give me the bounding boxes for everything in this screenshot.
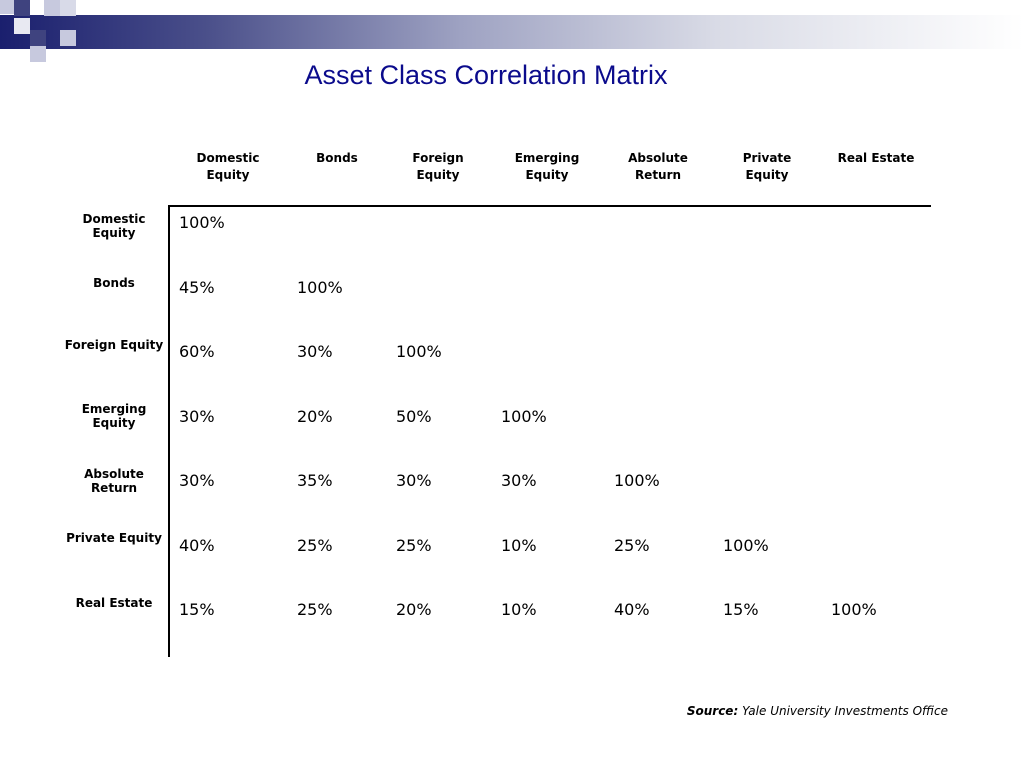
decorative-square xyxy=(60,0,76,16)
table-cell: 45% xyxy=(179,278,215,297)
table-cell: 20% xyxy=(297,407,333,426)
column-header: Bonds xyxy=(316,151,358,165)
table-cell: 25% xyxy=(297,536,333,555)
column-header: Foreign Equity xyxy=(412,151,464,182)
row-header: Real Estate xyxy=(75,596,153,610)
column-header: Private Equity xyxy=(742,151,792,182)
table-cell: 100% xyxy=(396,342,442,361)
table-cell: 25% xyxy=(396,536,432,555)
table-cell: 15% xyxy=(723,600,759,619)
source-label: Source: xyxy=(686,704,739,718)
column-header: Real Estate xyxy=(837,151,915,165)
table-cell: 100% xyxy=(614,471,660,490)
decorative-square xyxy=(30,46,46,62)
table-cell: 30% xyxy=(297,342,333,361)
table-cell: 50% xyxy=(396,407,432,426)
table-cell: 25% xyxy=(297,600,333,619)
table-top-border xyxy=(168,205,931,207)
table-cell: 100% xyxy=(831,600,877,619)
table-cell: 30% xyxy=(501,471,537,490)
row-header: Private Equity xyxy=(66,531,162,545)
table-cell: 40% xyxy=(614,600,650,619)
decorative-square xyxy=(0,0,14,14)
decorative-square xyxy=(60,30,76,46)
table-cell: 100% xyxy=(723,536,769,555)
header-banner xyxy=(0,15,1024,49)
row-header: Foreign Equity xyxy=(64,338,164,352)
column-header: Domestic Equity xyxy=(196,151,260,182)
decorative-square xyxy=(14,0,30,16)
table-cell: 100% xyxy=(501,407,547,426)
table-cell: 60% xyxy=(179,342,215,361)
source-note: Source: Yale University Investments Offi… xyxy=(600,704,948,718)
table-cell: 10% xyxy=(501,536,537,555)
row-header: Bonds xyxy=(93,276,135,290)
column-header: Emerging Equity xyxy=(514,151,580,182)
source-text: Yale University Investments Office xyxy=(742,704,948,718)
table-cell: 100% xyxy=(297,278,343,297)
column-header: Absolute Return xyxy=(628,151,688,182)
decorative-square xyxy=(14,18,30,34)
table-cell: 25% xyxy=(614,536,650,555)
table-cell: 30% xyxy=(179,471,215,490)
table-cell: 35% xyxy=(297,471,333,490)
row-header: Domestic Equity xyxy=(82,212,146,240)
decorative-square xyxy=(44,0,60,16)
row-header: Absolute Return xyxy=(84,467,144,495)
table-cell: 10% xyxy=(501,600,537,619)
table-cell: 40% xyxy=(179,536,215,555)
decorative-square xyxy=(30,30,46,46)
page-title: Asset Class Correlation Matrix xyxy=(304,60,668,90)
table-left-border xyxy=(168,205,170,657)
table-cell: 100% xyxy=(179,213,225,232)
table-cell: 15% xyxy=(179,600,215,619)
table-cell: 30% xyxy=(179,407,215,426)
table-cell: 20% xyxy=(396,600,432,619)
table-cell: 30% xyxy=(396,471,432,490)
row-header: Emerging Equity xyxy=(81,402,147,430)
